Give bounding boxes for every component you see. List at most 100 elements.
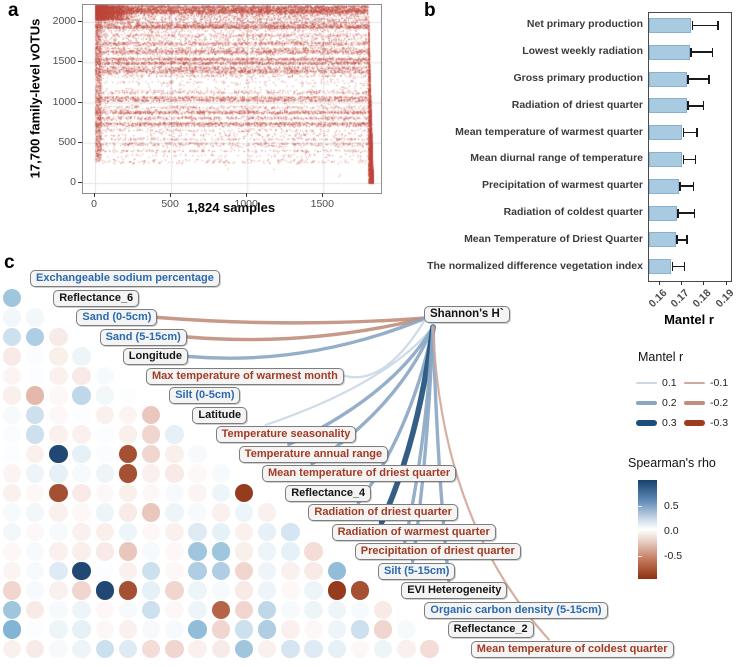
error-bar-cap — [679, 181, 681, 191]
matrix-dot — [281, 600, 300, 620]
matrix-dot — [165, 639, 184, 659]
matrix-dot — [2, 639, 22, 659]
matrix-dot — [327, 581, 347, 600]
matrix-dot — [72, 542, 91, 561]
matrix-dot — [165, 561, 184, 581]
matrix-dot — [350, 620, 370, 639]
matrix-dot — [257, 542, 277, 561]
matrix-dot — [141, 522, 161, 542]
matrix-dot — [95, 464, 115, 483]
matrix-dot — [95, 522, 115, 542]
matrix-dot — [2, 444, 22, 464]
matrix-dot — [257, 561, 277, 581]
matrix-dot — [350, 581, 370, 600]
matrix-dot — [95, 425, 115, 444]
colorbar-tick-label: 0.0 — [664, 524, 679, 537]
bar-category-label: Lowest weekly radiation — [522, 45, 643, 58]
mantel-bar — [649, 71, 687, 87]
matrix-dot — [141, 464, 161, 483]
mantel-legend-value: 0.3 — [662, 417, 677, 429]
error-bar — [677, 212, 695, 214]
matrix-dot — [281, 639, 300, 659]
matrix-dot — [141, 503, 161, 522]
matrix-dot — [118, 561, 138, 581]
matrix-dot — [2, 288, 22, 308]
matrix-dot — [304, 542, 323, 561]
matrix-dot — [25, 327, 45, 347]
matrix-dot — [49, 522, 68, 542]
matrix-dot — [49, 639, 68, 659]
matrix-dot — [257, 620, 277, 639]
matrix-dot — [397, 639, 416, 659]
mantel-bar — [649, 17, 692, 33]
diag-label-reflectance-4: Reflectance_4 — [285, 484, 372, 502]
y-axis-tick-mark — [78, 182, 82, 183]
network-edge — [378, 324, 436, 526]
matrix-dot — [95, 581, 115, 600]
matrix-dot — [95, 542, 115, 561]
x-axis-tick-label: 1500 — [310, 198, 334, 210]
mantel-legend-value: -0.2 — [710, 397, 729, 409]
matrix-dot — [165, 620, 184, 639]
matrix-dot — [211, 522, 231, 542]
matrix-dot — [141, 639, 161, 659]
y-axis-tick-label: 500 — [58, 135, 76, 148]
matrix-dot — [327, 561, 347, 581]
diag-label-sand-0-5cm-: Sand (0-5cm) — [76, 309, 158, 326]
matrix-dot — [211, 600, 231, 620]
matrix-dot — [188, 464, 207, 483]
matrix-dot — [72, 483, 91, 503]
matrix-dot — [118, 483, 138, 503]
matrix-dot — [211, 464, 231, 483]
colorbar-tick-mark — [638, 555, 642, 557]
matrix-dot — [281, 581, 300, 600]
diag-label-radiation-of-driest-quarter: Radiation of driest quarter — [308, 504, 458, 521]
matrix-dot — [2, 483, 22, 503]
matrix-dot — [2, 620, 22, 639]
mantel-bar — [649, 232, 676, 248]
mantel-legend-line — [636, 401, 657, 405]
diag-label-radiation-of-warmest-quarter: Radiation of warmest quarter — [331, 523, 496, 541]
bar-category-label: Radiation of coldest quarter — [503, 206, 643, 218]
y-axis-tick-mark — [78, 61, 82, 63]
matrix-dot — [25, 405, 45, 425]
y-axis-tick-label: 0 — [70, 176, 76, 188]
matrix-dot — [25, 366, 45, 386]
matrix-dot — [373, 620, 393, 639]
error-bar-cap — [691, 20, 694, 30]
matrix-dot — [25, 483, 45, 503]
matrix-dot — [72, 639, 91, 659]
matrix-dot — [188, 542, 207, 561]
matrix-dot — [25, 386, 45, 405]
shannon-node: Shannon's H` — [424, 306, 510, 323]
matrix-dot — [141, 425, 161, 444]
matrix-dot — [2, 327, 22, 347]
matrix-dot — [25, 561, 45, 581]
bar-category-label: Precipitation of warmest quarter — [481, 179, 643, 192]
matrix-dot — [25, 308, 45, 327]
matrix-dot — [49, 503, 68, 522]
matrix-dot — [234, 620, 254, 639]
matrix-dot — [304, 561, 323, 581]
matrix-dot — [420, 639, 439, 659]
diag-label-exchangeable-sodium-percentage: Exchangeable sodium percentage — [30, 270, 220, 287]
mantel-legend-title: Mantel r — [638, 350, 684, 364]
matrix-dot — [95, 386, 115, 405]
colorbar-tick-mark — [638, 530, 642, 532]
matrix-dot — [141, 561, 161, 581]
matrix-dot — [49, 405, 68, 425]
matrix-dot — [95, 639, 115, 659]
panel-a-letter: a — [8, 0, 19, 21]
error-bar-cap — [676, 235, 678, 245]
x-axis-tick-mark — [246, 193, 248, 197]
matrix-dot — [118, 386, 138, 405]
matrix-dot — [95, 600, 115, 620]
matrix-dot — [118, 639, 138, 659]
matrix-dot — [2, 405, 22, 425]
matrix-dot — [373, 600, 393, 620]
matrix-dot — [2, 464, 22, 483]
matrix-dot — [95, 483, 115, 503]
matrix-dot — [118, 425, 138, 444]
bar-category-label: Gross primary production — [513, 72, 643, 84]
matrix-dot — [95, 561, 115, 581]
